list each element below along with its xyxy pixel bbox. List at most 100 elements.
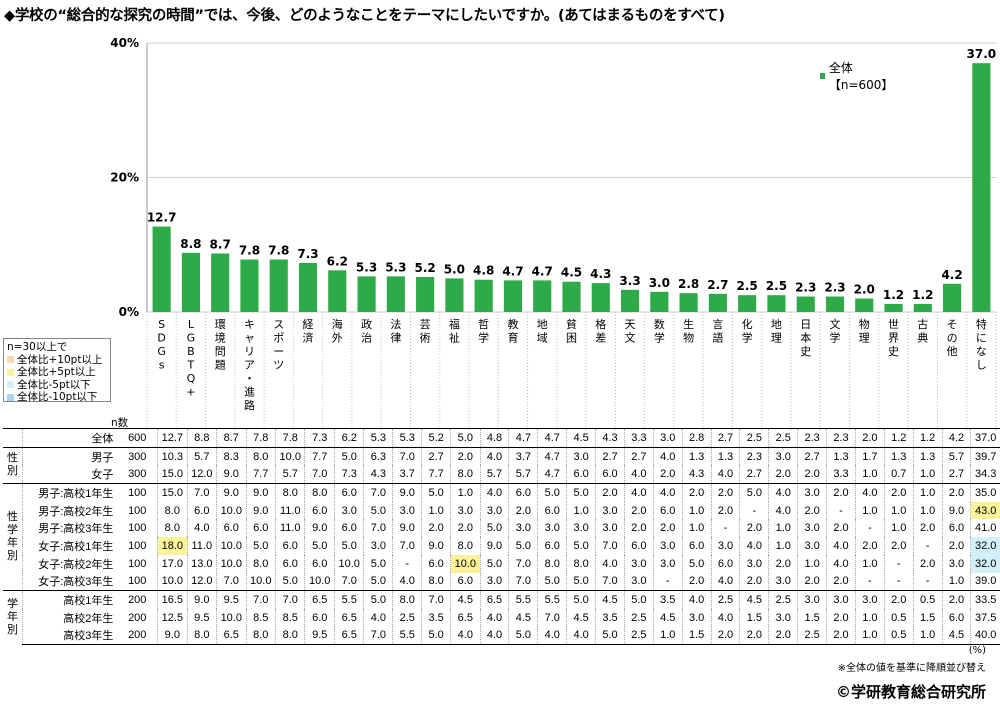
table-row: 女子:高校3年生 100 10.0 12.0 7.0 10.0 5.0 10.0 7.0 5.0 4… (3, 572, 1000, 591)
table-cell: 3.0 (797, 483, 827, 502)
table-cell: 3.7 (508, 446, 538, 466)
table-cell: 8.0 (157, 519, 188, 538)
table-cell: 11.0 (274, 519, 305, 538)
table-cell: 9.0 (421, 537, 451, 555)
table-cell: 3.5 (595, 608, 625, 627)
value-label: 5.2 (414, 261, 435, 275)
table-cell: 1.0 (912, 501, 943, 520)
table-row-label: 女子 (91, 469, 114, 482)
table-cell: 1.0 (854, 501, 885, 520)
key-item-minus10: 全体比-10pt以下 (7, 391, 107, 404)
unit-label: (%) (968, 645, 986, 656)
table-cell: 1.0 (854, 608, 885, 627)
table-cell: 4.0 (537, 626, 567, 646)
table-cell: 4.7 (508, 428, 538, 448)
table-cell: 3.0 (333, 501, 364, 520)
table-cell: 2.0 (595, 483, 625, 502)
table-cell: 1.0 (421, 501, 451, 520)
table-cell: 4.7 (537, 428, 567, 448)
table-cell: 6.0 (274, 554, 305, 573)
table-n-cell: 600 (117, 428, 158, 448)
table-cell: 7.0 (421, 590, 451, 609)
table-cell: 0.5 (883, 626, 914, 646)
table-cell: 3.0 (797, 590, 827, 609)
table-cell: 7.0 (274, 590, 305, 609)
key-item-plus10: 全体比+10pt以上 (7, 354, 107, 367)
table-cell: 9.0 (245, 501, 276, 520)
table-cell: 4.5 (566, 608, 596, 627)
table-cell: 5.0 (421, 483, 451, 502)
table-cell: 3.0 (768, 572, 798, 591)
category-label: その他 (947, 318, 958, 358)
table-cell: 5.0 (681, 554, 712, 573)
table-cell: 2.0 (681, 483, 712, 502)
table-cell: 2.0 (912, 554, 943, 573)
table-cell: 2.5 (739, 428, 769, 448)
table-cell: 6.0 (304, 608, 335, 627)
table-cell: 12.5 (157, 608, 188, 627)
table-row-label: 高校2年生 (63, 612, 114, 625)
table-cell: 4.0 (623, 465, 654, 484)
table-n-cell: 100 (128, 504, 147, 517)
table-group-label: 性別 (3, 446, 24, 484)
table-cell: 4.5 (450, 590, 481, 609)
table-cell: 2.0 (450, 519, 481, 538)
table-cell: 3.7 (392, 465, 422, 484)
table-row: 高校2年生 200 12.5 9.5 10.0 8.5 8.5 6.0 6.5 4.0 2.5 3.5… (3, 608, 1000, 627)
bar (152, 226, 171, 312)
table-cell: 7.0 (304, 465, 335, 484)
value-label: 4.8 (473, 264, 494, 278)
table-cell: 5.0 (363, 572, 393, 591)
table-cell: 5.0 (363, 554, 393, 573)
table-cell: 12.7 (157, 428, 188, 448)
table-cell: 3.0 (768, 608, 798, 627)
bar (767, 295, 786, 312)
table-cell: 5.0 (566, 572, 596, 591)
table-n-cell: 300 (117, 446, 158, 466)
table-row: 全体 600 12.7 8.8 8.7 7.8 7.8 7.3 6.2 5.3 5.3 5.2 5.0 4… (3, 428, 1000, 448)
table-cell: 4.0 (710, 608, 740, 627)
table-cell: 32.0 (970, 537, 1000, 555)
table-cell: 5.0 (363, 501, 393, 520)
table-cell: 6.2 (333, 428, 364, 448)
bar (328, 270, 347, 312)
table-cell: 5.7 (941, 446, 971, 466)
category-label: 日本史 (800, 318, 811, 358)
table-cell: 2.0 (710, 626, 740, 646)
table-cell: 6.0 (941, 608, 971, 627)
table-cell: 1.5 (739, 608, 769, 627)
category-label: 哲学 (478, 318, 489, 345)
category-label: 古典 (917, 318, 928, 345)
y-tick-label: 20% (110, 171, 139, 185)
value-label: 2.0 (854, 283, 875, 297)
table-cell: 8.3 (216, 446, 247, 466)
value-label: 7.8 (239, 244, 260, 258)
table-cell: 5.5 (333, 590, 364, 609)
table-cell: 0.5 (912, 590, 943, 609)
table-cell: 1.3 (912, 446, 943, 466)
table-cell: 41.0 (970, 519, 1000, 538)
category-label: 地域 (537, 318, 548, 345)
category-label: 芸術 (420, 318, 431, 345)
table-cell: 9.0 (304, 519, 335, 538)
bar (679, 293, 698, 312)
table-cell: 4.0 (652, 483, 683, 502)
table-cell: 9.0 (245, 483, 276, 502)
bar (562, 281, 581, 312)
table-cell: 3.3 (826, 465, 856, 484)
table-cell: 7.0 (392, 537, 422, 555)
table-cell: 5.0 (479, 554, 509, 573)
table-cell: 2.0 (826, 608, 856, 627)
table-row: 男子:高校2年生 100 8.0 6.0 10.0 9.0 11.0 6.0 3.0 5.0 3.0… (3, 501, 1000, 520)
table-cell: 4.3 (363, 465, 393, 484)
table-cell: - (912, 572, 943, 591)
table-cell: 4.0 (826, 537, 856, 555)
table-cell: 1.3 (710, 446, 740, 466)
value-label: 4.7 (532, 264, 553, 278)
table-cell: 2.0 (797, 465, 827, 484)
table-cell: 3.0 (595, 519, 625, 538)
table-cell: - (854, 519, 885, 538)
bar-chart: 0% 20% 40% 12.78.8 8.7 7.8 7.8 7.3 6.2 5.3 5.3 5.2… (110, 36, 997, 430)
table-cell: 6.0 (508, 483, 538, 502)
category-label: 経済 (303, 318, 314, 345)
